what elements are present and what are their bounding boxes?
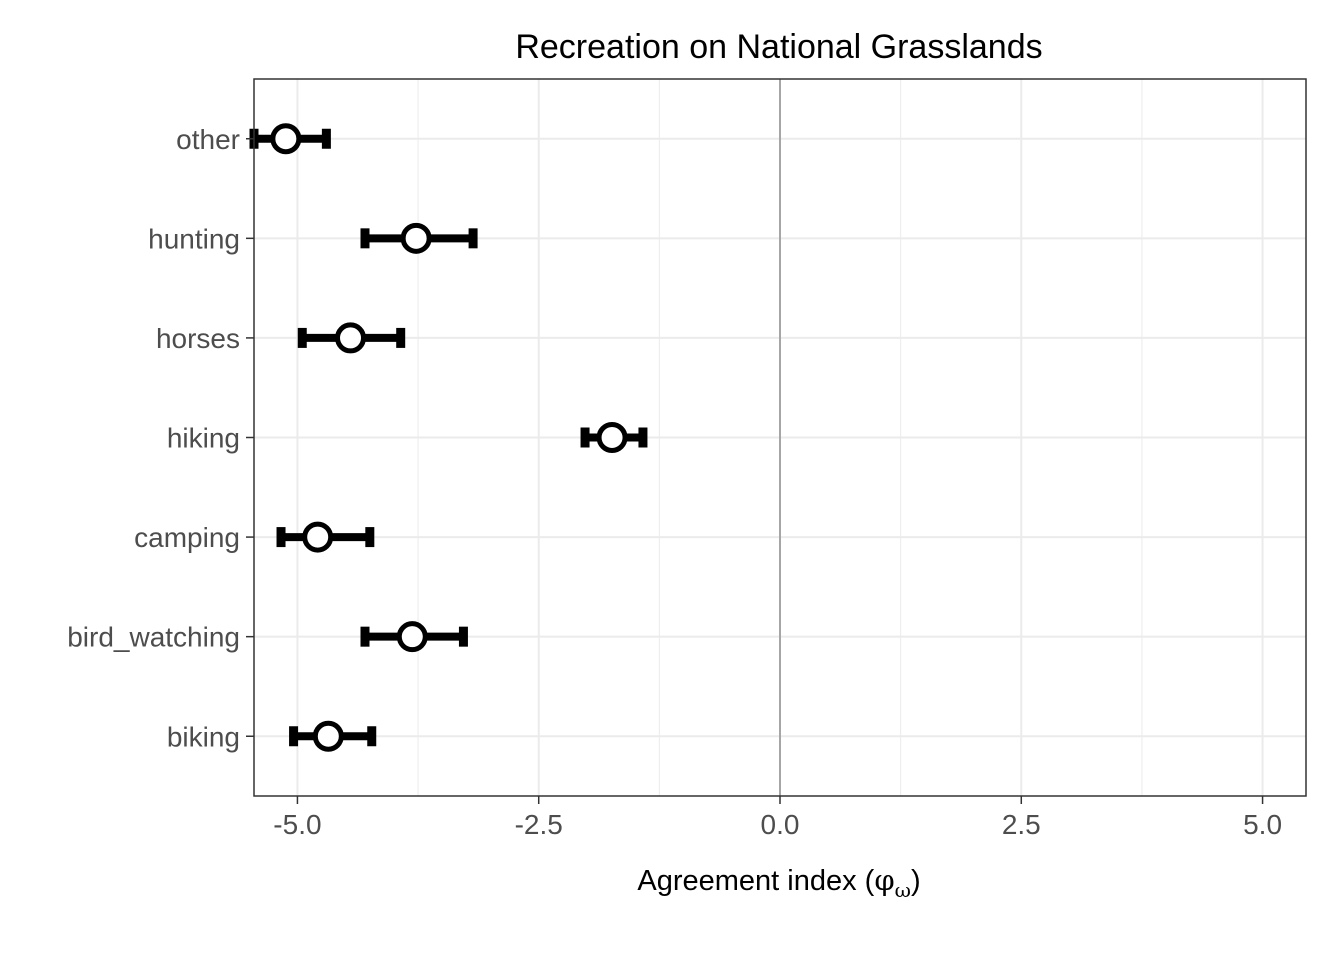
point-horses xyxy=(335,322,367,354)
x-tick-label: -5.0 xyxy=(273,809,321,840)
x-axis-title-suffix: ) xyxy=(911,865,921,897)
y-tick-label-other: other xyxy=(176,124,240,155)
x-tick-label: 5.0 xyxy=(1243,809,1282,840)
estimate-points xyxy=(270,123,628,752)
x-axis-title: Agreement index (φω) xyxy=(637,863,920,902)
chart-title: Recreation on National Grasslands xyxy=(515,28,1042,66)
x-axis-ticks: -5.0 -2.5 0.0 2.5 5.0 xyxy=(273,796,1282,840)
point-other xyxy=(270,123,302,155)
y-axis-ticks: other hunting horses hiking camping bird_watc… xyxy=(67,124,254,752)
y-tick-label-bird_watching: bird_watching xyxy=(67,622,240,653)
point-camping xyxy=(302,521,334,553)
point-hiking xyxy=(596,422,628,453)
x-axis-title-prefix: Agreement index ( xyxy=(637,865,874,897)
point-biking xyxy=(312,720,344,752)
y-tick-label-biking: biking xyxy=(167,721,240,752)
error-bars xyxy=(249,128,648,747)
y-tick-label-hiking: hiking xyxy=(167,423,240,454)
x-tick-label: 2.5 xyxy=(1002,809,1041,840)
point-hunting xyxy=(400,222,432,254)
y-tick-label-horses: horses xyxy=(156,323,240,354)
x-tick-label: -2.5 xyxy=(515,809,563,840)
point-bird_watching xyxy=(396,621,428,653)
x-tick-label: 0.0 xyxy=(761,809,800,840)
y-tick-label-hunting: hunting xyxy=(148,223,240,254)
phi-symbol: φ xyxy=(874,863,894,897)
omega-subscript: ω xyxy=(895,878,911,902)
y-tick-label-camping: camping xyxy=(134,522,240,553)
